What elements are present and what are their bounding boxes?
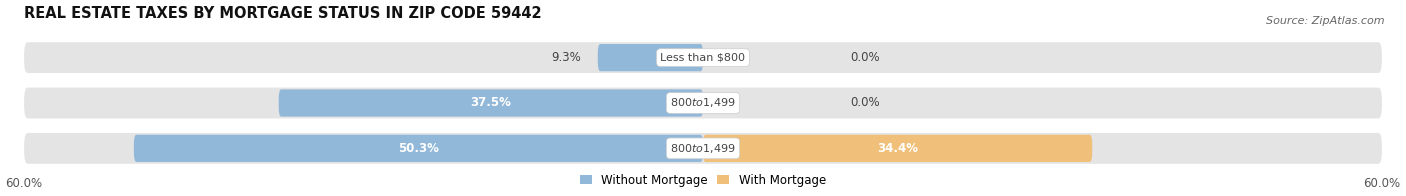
Text: $800 to $1,499: $800 to $1,499 <box>671 96 735 110</box>
FancyBboxPatch shape <box>278 89 703 117</box>
FancyBboxPatch shape <box>24 88 1382 118</box>
Text: Less than $800: Less than $800 <box>661 53 745 63</box>
Text: 37.5%: 37.5% <box>471 96 512 110</box>
Text: REAL ESTATE TAXES BY MORTGAGE STATUS IN ZIP CODE 59442: REAL ESTATE TAXES BY MORTGAGE STATUS IN … <box>24 5 541 21</box>
Text: 0.0%: 0.0% <box>851 96 880 110</box>
Text: $800 to $1,499: $800 to $1,499 <box>671 142 735 155</box>
Text: 34.4%: 34.4% <box>877 142 918 155</box>
Text: 9.3%: 9.3% <box>551 51 581 64</box>
FancyBboxPatch shape <box>24 42 1382 73</box>
FancyBboxPatch shape <box>703 135 1092 162</box>
FancyBboxPatch shape <box>598 44 703 71</box>
Text: 0.0%: 0.0% <box>851 51 880 64</box>
Text: Source: ZipAtlas.com: Source: ZipAtlas.com <box>1267 16 1385 26</box>
FancyBboxPatch shape <box>134 135 703 162</box>
Text: 50.3%: 50.3% <box>398 142 439 155</box>
FancyBboxPatch shape <box>24 133 1382 164</box>
Legend: Without Mortgage, With Mortgage: Without Mortgage, With Mortgage <box>581 174 825 187</box>
